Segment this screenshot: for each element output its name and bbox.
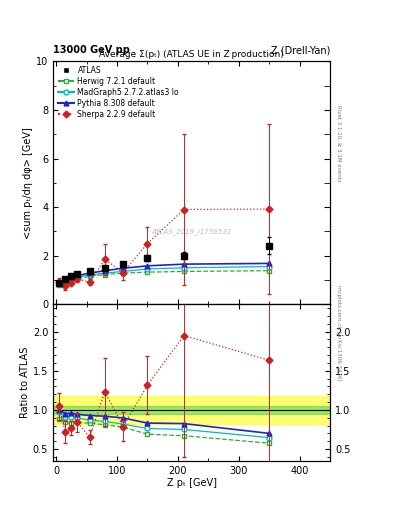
Text: Z (Drell-Yan): Z (Drell-Yan) (271, 46, 330, 55)
Title: Average Σ(pₜ) (ATLAS UE in Z production): Average Σ(pₜ) (ATLAS UE in Z production) (99, 50, 284, 59)
Text: Rivet 3.1.10, ≥ 3.1M events: Rivet 3.1.10, ≥ 3.1M events (336, 105, 341, 182)
X-axis label: Z pₜ [GeV]: Z pₜ [GeV] (167, 478, 217, 488)
Bar (53, 396, 330, 424)
Text: ATLAS_2019_I1736531: ATLAS_2019_I1736531 (151, 228, 232, 234)
Bar (53, 406, 330, 414)
Y-axis label: Ratio to ATLAS: Ratio to ATLAS (20, 347, 30, 418)
Y-axis label: <sum pₜ/dη dφ> [GeV]: <sum pₜ/dη dφ> [GeV] (23, 127, 33, 239)
Text: 13000 GeV pp: 13000 GeV pp (53, 46, 130, 55)
Text: mcplots.cern.ch [arXiv:1306.3436]: mcplots.cern.ch [arXiv:1306.3436] (336, 285, 341, 380)
Legend: ATLAS, Herwig 7.2.1 default, MadGraph5 2.7.2.atlas3 lo, Pythia 8.308 default, Sh: ATLAS, Herwig 7.2.1 default, MadGraph5 2… (55, 63, 182, 121)
